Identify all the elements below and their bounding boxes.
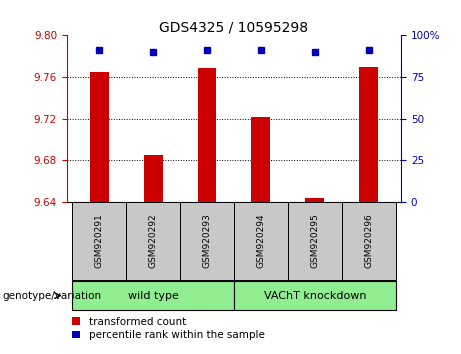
Bar — [288, 202, 342, 280]
Text: GSM920292: GSM920292 — [148, 213, 158, 268]
Text: wild type: wild type — [128, 291, 178, 301]
Bar — [90, 72, 109, 202]
Text: GSM920295: GSM920295 — [310, 213, 319, 268]
Text: GSM920296: GSM920296 — [364, 213, 373, 268]
Bar — [72, 281, 234, 310]
Text: GSM920291: GSM920291 — [95, 213, 104, 268]
Bar — [359, 67, 378, 202]
Bar — [234, 202, 288, 280]
Bar — [126, 202, 180, 280]
Title: GDS4325 / 10595298: GDS4325 / 10595298 — [160, 20, 308, 34]
Text: GSM920293: GSM920293 — [202, 213, 212, 268]
Legend: transformed count, percentile rank within the sample: transformed count, percentile rank withi… — [72, 317, 265, 340]
Bar — [305, 198, 324, 202]
Bar — [252, 116, 270, 202]
Bar — [198, 68, 216, 202]
Bar — [180, 202, 234, 280]
Bar — [72, 202, 126, 280]
Bar — [144, 155, 163, 202]
Text: VAChT knockdown: VAChT knockdown — [264, 291, 366, 301]
Bar — [342, 202, 396, 280]
Text: GSM920294: GSM920294 — [256, 213, 266, 268]
Bar — [234, 281, 396, 310]
Text: genotype/variation: genotype/variation — [2, 291, 101, 301]
